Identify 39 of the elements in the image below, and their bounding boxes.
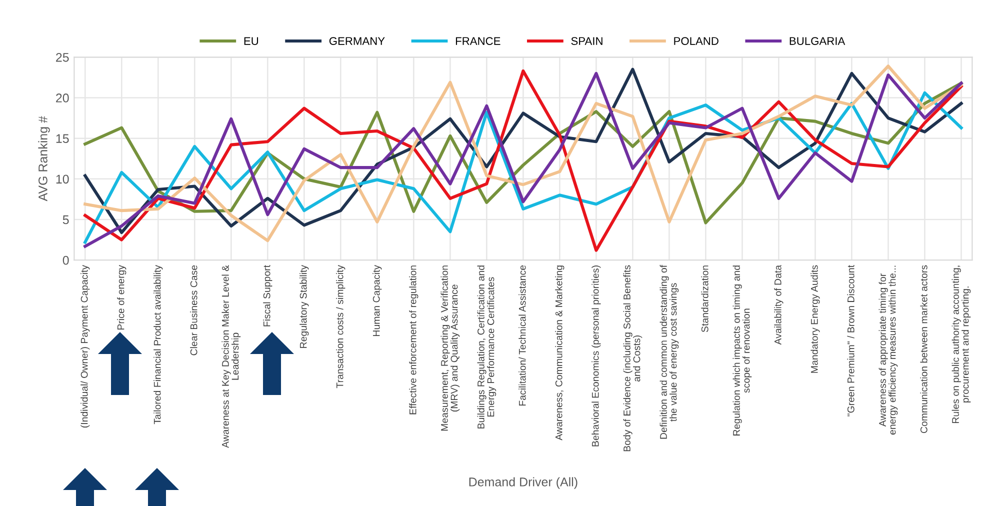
x-tick-label: Price of energy (117, 264, 126, 330)
x-tick-label: Buildings Regulation, Certification and Energy Performance Certificates (477, 266, 496, 428)
legend-label: SPAIN (571, 37, 602, 45)
legend-label: FRANCE (456, 37, 500, 45)
x-tick-label: Behavioral Economics (personal priorities) (592, 266, 601, 446)
y-tick-label: 20 (56, 94, 69, 102)
y-tick-label: 10 (56, 174, 69, 184)
x-tick-label: Body of Evidence (including Social Benefits and Costs) (623, 265, 642, 452)
y-axis-title: AVG Ranking # (38, 116, 50, 202)
x-tick-label: Awareness, Communication & Marketing (555, 266, 564, 440)
legend-label: GERMANY (329, 37, 385, 45)
x-tick-label: Tailored Financial Product availability (154, 264, 163, 424)
x-tick-label: "Green Premium" / Brown Discount (847, 265, 854, 416)
x-tick-label: Mandatory Energy Audits (810, 265, 820, 373)
x-tick-label: Human Capacity (372, 264, 382, 336)
x-tick-label: Facilitation/ Technical Assistance (518, 265, 526, 406)
x-tick-label: Communication between market actors (920, 265, 928, 434)
x-tick-label: Effective enforcement of regulation (409, 266, 418, 414)
x-tick-label: Standardization (701, 266, 708, 332)
x-tick-label: Fiscal Support (263, 265, 272, 326)
x-axis-title: Demand Driver (All) (469, 477, 578, 489)
x-tick-label: Definition and common understanding of the value of energy cost savings (660, 264, 679, 439)
x-tick-label: Transaction costs / simplicity (336, 264, 346, 388)
x-tick-label: Awareness of appropriate timing for energy efficiency measures within the... (878, 266, 898, 435)
x-tick-label: Awareness at Key Decision Maker Level & Leadership (222, 265, 241, 448)
legend-label: EU (244, 37, 258, 45)
y-tick-label: 0 (62, 256, 69, 265)
y-tick-label: 5 (62, 215, 69, 224)
x-tick-label: Regulation which impacts on timing and scope of renovation (732, 266, 752, 436)
legend-label: POLAND (674, 37, 718, 45)
y-tick-label: 15 (56, 134, 69, 143)
x-tick-label: Rules on public authority accounting, procurement and reporting. (952, 266, 971, 424)
y-tick-label: 25 (56, 52, 69, 62)
legend-label: BULGARIA (790, 37, 846, 45)
x-tick-label: Clear Business Case (190, 265, 198, 356)
x-tick-label: (Individual/ Owner) Payment Capacity (80, 264, 90, 428)
x-tick-label: Availability of Data (774, 264, 784, 345)
x-tick-label: Regulatory Stability (300, 264, 309, 348)
x-tick-label: Measurement, Reporting & Verification (MRV) and Quality Assurance (440, 266, 460, 431)
